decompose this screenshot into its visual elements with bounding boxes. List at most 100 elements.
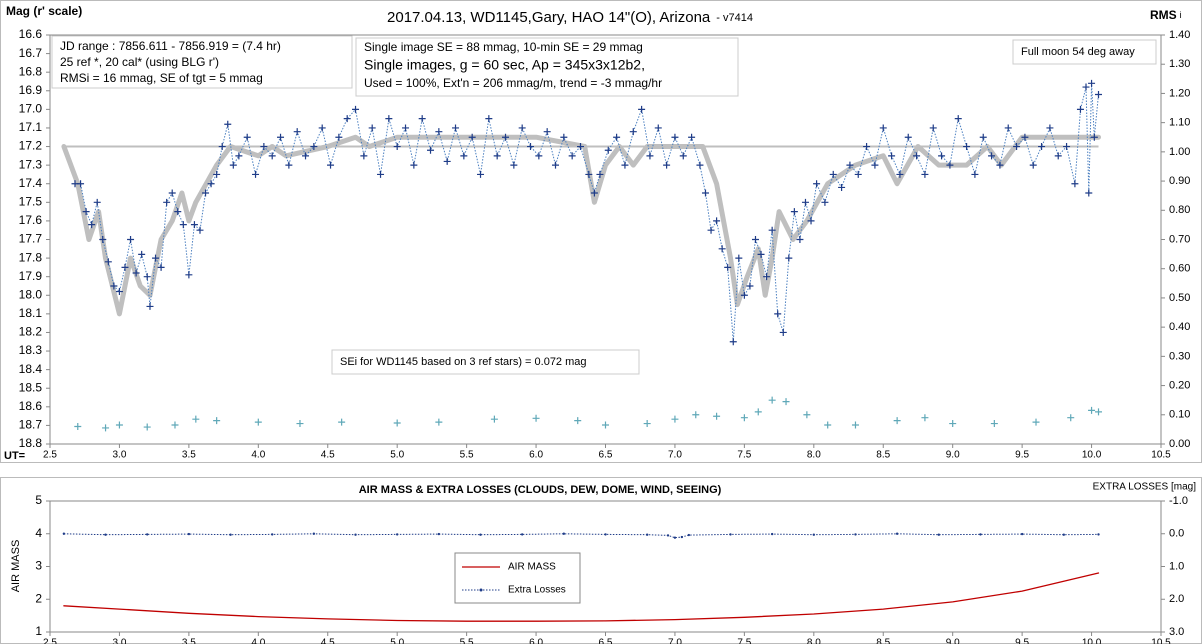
point — [988, 152, 996, 160]
point — [696, 161, 704, 169]
x-tick-label: 5.5 — [460, 638, 474, 644]
point — [163, 198, 171, 206]
point — [654, 124, 662, 132]
point — [213, 417, 221, 425]
point — [1076, 105, 1084, 113]
point — [235, 152, 243, 160]
point — [621, 161, 629, 169]
x-tick-label: 5.0 — [390, 638, 404, 644]
point — [1088, 79, 1096, 87]
point — [477, 170, 485, 178]
chart-title: 2017.04.13, WD1145,Gary, HAO 14"(O), Ari… — [387, 9, 753, 26]
point — [410, 161, 418, 169]
point — [393, 419, 401, 427]
point — [1062, 533, 1065, 536]
point — [757, 250, 765, 258]
annotation-box — [355, 37, 739, 97]
point — [171, 421, 179, 429]
point — [271, 533, 274, 536]
point — [377, 170, 385, 178]
point — [1095, 90, 1103, 98]
point — [527, 143, 535, 151]
point — [187, 532, 191, 536]
point — [443, 157, 451, 165]
y-tick-label: 18.8 — [19, 436, 43, 450]
point — [735, 254, 743, 262]
y2-tick-label: 0.90 — [1169, 175, 1190, 187]
y-tick-label: 2 — [35, 591, 42, 605]
y2-tick-label: 1.10 — [1169, 117, 1190, 129]
point — [574, 417, 582, 425]
point — [1067, 414, 1075, 422]
y-tick-label: 4 — [35, 526, 42, 540]
y-tick-label: 18.4 — [19, 362, 43, 376]
point — [479, 533, 482, 536]
point — [673, 536, 677, 539]
point — [851, 421, 859, 429]
point — [768, 396, 776, 404]
point — [218, 143, 226, 151]
point — [285, 161, 293, 169]
point — [687, 533, 691, 537]
point — [846, 161, 854, 169]
point — [485, 115, 493, 123]
x-tick-label: 9.0 — [946, 638, 960, 644]
x-tick-label: 10.0 — [1082, 638, 1102, 644]
x-tick-label: 10.5 — [1151, 638, 1171, 644]
point — [751, 236, 759, 243]
annotation-box — [1012, 39, 1157, 65]
point — [437, 532, 441, 536]
point — [1021, 133, 1029, 141]
point — [192, 415, 200, 423]
x-prefix: UT= — [4, 450, 25, 462]
annotation-text: 25 ref *, 20 cal* (using BLG r') — [60, 55, 219, 69]
point — [510, 161, 518, 169]
y-tick-label: 16.9 — [19, 83, 43, 97]
y-tick-label: 1 — [35, 624, 42, 638]
point — [88, 221, 96, 229]
series-connector — [75, 83, 1099, 342]
point — [207, 180, 215, 188]
point — [102, 424, 110, 432]
point — [838, 183, 846, 191]
point — [692, 411, 700, 419]
point — [979, 533, 982, 536]
y2-tick-label: 0.10 — [1169, 409, 1190, 421]
y2-title-main: RMS — [1150, 8, 1177, 22]
point — [785, 254, 793, 262]
plot-frame — [49, 500, 1162, 633]
point — [252, 170, 260, 178]
point — [585, 170, 593, 178]
point — [863, 143, 871, 151]
x-tick-label: 6.5 — [599, 450, 613, 461]
point — [157, 263, 165, 271]
x-tick-label: 7.0 — [668, 450, 682, 461]
point — [104, 533, 107, 536]
x-tick-label: 6.0 — [529, 638, 543, 644]
point — [754, 408, 762, 416]
x-tick-label: 3.0 — [112, 450, 126, 461]
point — [829, 170, 837, 178]
point — [1054, 152, 1062, 160]
y-tick-label: 17.5 — [19, 194, 43, 208]
point — [807, 217, 815, 225]
point — [1090, 133, 1098, 141]
point — [821, 198, 829, 206]
y2-tick-label: 3.0 — [1169, 626, 1184, 638]
y2-tick-label: 0.60 — [1169, 263, 1190, 275]
point — [260, 143, 268, 151]
point — [224, 120, 232, 128]
y-tick-label: 17.8 — [19, 250, 43, 264]
point — [293, 128, 301, 136]
point — [590, 189, 598, 197]
point — [104, 258, 112, 266]
x-tick-label: 8.5 — [876, 638, 890, 644]
point — [1085, 189, 1093, 197]
point — [774, 310, 782, 318]
point — [1020, 532, 1024, 536]
point — [132, 269, 140, 277]
point — [360, 152, 368, 160]
point — [82, 208, 90, 216]
point — [1097, 533, 1100, 536]
x-tick-label: 4.0 — [251, 450, 265, 461]
